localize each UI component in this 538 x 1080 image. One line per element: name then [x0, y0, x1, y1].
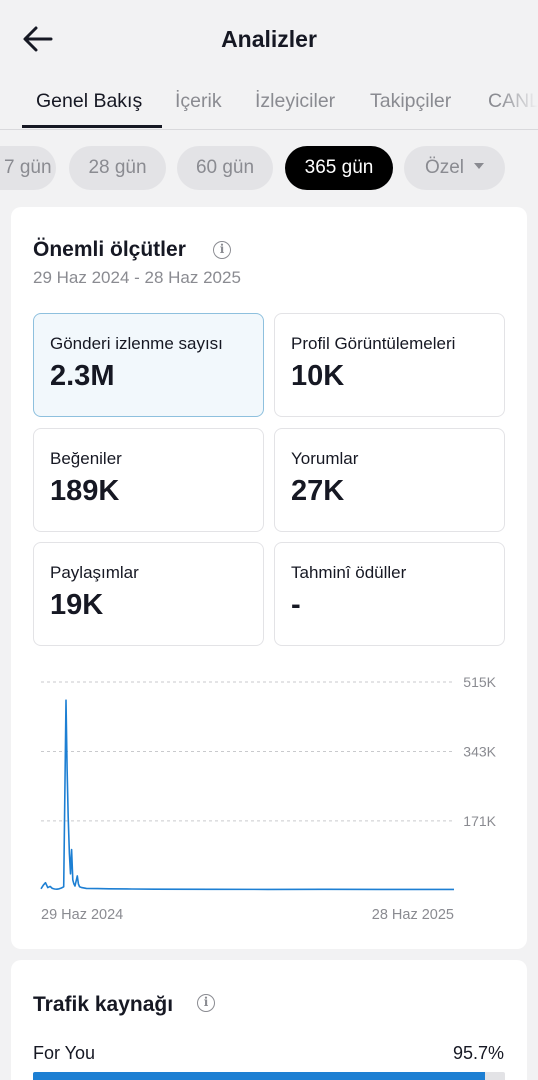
range-chip-365d[interactable]: 365 gün [285, 146, 393, 190]
traffic-source-title: Trafik kaynağı [33, 993, 174, 1016]
metric-shares[interactable]: Paylaşımlar 19K [33, 542, 264, 646]
back-button[interactable] [20, 24, 56, 54]
metric-label: Gönderi izlenme sayısı [50, 334, 223, 353]
tab-content[interactable]: İçerik [175, 90, 222, 112]
metric-comments[interactable]: Yorumlar 27K [274, 428, 505, 532]
metric-value: 2.3M [50, 360, 115, 392]
y-tick-label: 515K [463, 674, 496, 690]
arrow-left-icon [23, 26, 53, 52]
views-line-chart: 515K 343K 171K 29 Haz 2024 28 Haz 2025 [40, 674, 497, 923]
page-title: Analizler [221, 26, 317, 52]
metric-value: - [291, 589, 301, 621]
date-range-selector: 7 gün 28 gün 60 gün 365 gün Özel [0, 146, 538, 192]
range-chip-custom-label: Özel [424, 157, 465, 178]
traffic-progress-fill [33, 1072, 485, 1080]
metric-label: Yorumlar [291, 449, 359, 468]
range-chip-28d[interactable]: 28 gün [69, 146, 166, 190]
traffic-item-percent: 95.7% [452, 1043, 504, 1063]
range-chip-7d[interactable]: 7 gün [0, 146, 56, 190]
range-chip-60d[interactable]: 60 gün [177, 146, 273, 190]
metric-label: Tahminî ödüller [291, 563, 407, 582]
tab-fade [498, 76, 538, 129]
tab-bar: Genel Bakış İçerik İzleyiciler Takipçile… [0, 76, 538, 130]
metric-value: 10K [291, 360, 345, 392]
traffic-progress-bar [33, 1072, 505, 1080]
y-tick-label: 171K [463, 813, 496, 829]
metric-label: Paylaşımlar [50, 563, 139, 582]
traffic-source-card: Trafik kaynağı i For You 95.7% [11, 960, 527, 1080]
metric-likes[interactable]: Beğeniler 189K [33, 428, 264, 532]
key-metrics-card: Önemli ölçütler i 29 Haz 2024 - 28 Haz 2… [11, 207, 527, 949]
info-icon[interactable]: i [197, 994, 215, 1012]
active-tab-indicator [22, 125, 162, 128]
x-tick-label: 29 Haz 2024 [41, 907, 123, 923]
metric-estimated-rewards[interactable]: Tahminî ödüller - [274, 542, 505, 646]
metric-value: 19K [50, 589, 104, 621]
traffic-item-label: For You [33, 1043, 96, 1063]
tab-followers[interactable]: Takipçiler [370, 90, 452, 112]
metric-label: Beğeniler [50, 449, 122, 468]
date-range-label: 29 Haz 2024 - 28 Haz 2025 [33, 268, 241, 287]
range-chip-custom[interactable]: Özel [404, 146, 505, 190]
metric-value: 189K [50, 475, 120, 507]
app-header: Analizler [0, 0, 538, 76]
metric-value: 27K [291, 475, 345, 507]
chevron-down-icon [474, 163, 485, 170]
metric-label: Profil Görüntülemeleri [291, 334, 456, 353]
tab-viewers[interactable]: İzleyiciler [255, 90, 336, 112]
metric-profile-views[interactable]: Profil Görüntülemeleri 10K [274, 313, 505, 417]
x-tick-label: 28 Haz 2025 [372, 907, 454, 923]
key-metrics-title: Önemli ölçütler [33, 238, 186, 261]
info-icon[interactable]: i [213, 241, 231, 259]
metric-post-views[interactable]: Gönderi izlenme sayısı 2.3M [33, 313, 264, 417]
y-tick-label: 343K [463, 743, 496, 759]
series-line [40, 699, 454, 891]
tab-overview[interactable]: Genel Bakış [36, 90, 143, 112]
